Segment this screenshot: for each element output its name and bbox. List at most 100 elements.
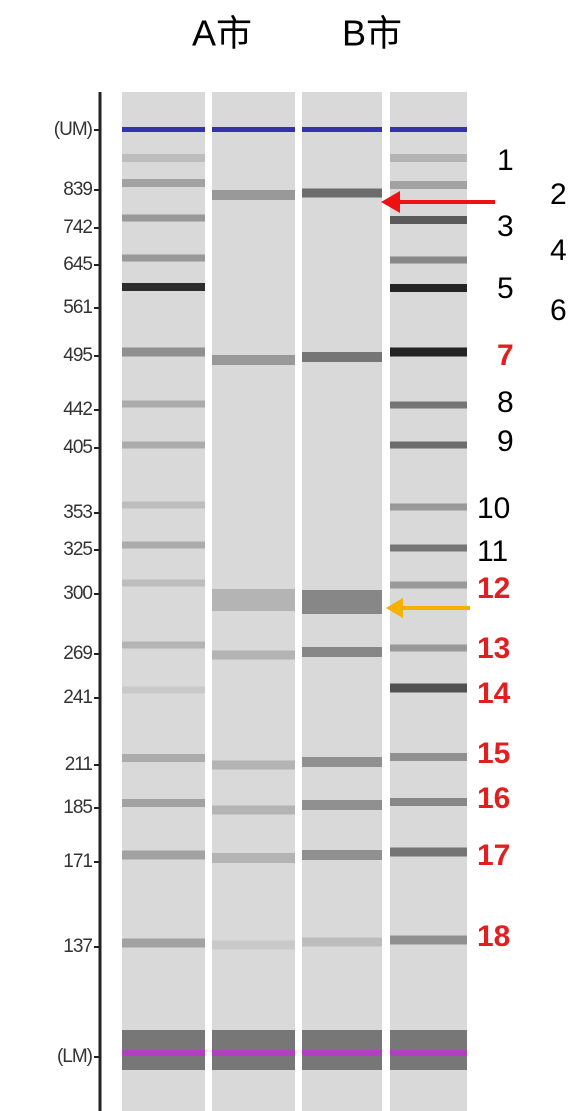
band	[122, 400, 205, 408]
band	[122, 179, 205, 187]
band-number: 6	[550, 294, 567, 327]
red-arrow	[381, 191, 495, 213]
tick-label: 171	[63, 851, 92, 872]
gel-lanes	[122, 92, 467, 1111]
tick-label: 839	[63, 179, 92, 200]
band-number: 8	[497, 386, 514, 419]
tick-label: 137	[63, 936, 92, 957]
tick-label: 405	[63, 437, 92, 458]
band	[302, 590, 382, 614]
upper-marker	[302, 127, 382, 132]
band-number: 12	[477, 572, 510, 605]
band-number: 16	[477, 782, 510, 815]
tick-label: 561	[63, 297, 92, 318]
band	[212, 940, 295, 950]
axis-ticks: (UM) 839 742 645 561 495 442 405 353 325 300 269 241…	[54, 119, 100, 1067]
band	[390, 284, 467, 292]
band	[122, 154, 205, 162]
band	[122, 641, 205, 649]
band-number: 3	[497, 210, 514, 243]
band	[390, 503, 467, 511]
tick-label: 185	[63, 797, 92, 818]
band	[212, 805, 295, 815]
band-number: 13	[477, 632, 510, 665]
band	[122, 441, 205, 449]
band	[302, 800, 382, 810]
band-number: 4	[550, 234, 567, 267]
band	[122, 214, 205, 222]
band	[212, 355, 295, 365]
band	[390, 798, 467, 806]
band	[122, 283, 205, 291]
tick-label: 211	[65, 754, 93, 775]
lower-marker	[122, 1050, 205, 1056]
band	[390, 181, 467, 189]
band	[122, 799, 205, 807]
band	[302, 850, 382, 860]
band-number: 2	[550, 178, 567, 211]
band	[390, 644, 467, 652]
band	[390, 256, 467, 264]
band	[212, 760, 295, 770]
band	[302, 757, 382, 767]
lane	[122, 92, 205, 1111]
tick-label: 241	[63, 687, 92, 708]
band	[390, 154, 467, 162]
band	[390, 683, 467, 693]
lower-marker	[212, 1050, 295, 1056]
band	[390, 544, 467, 552]
band	[122, 938, 205, 948]
band	[122, 850, 205, 860]
upper-marker	[212, 127, 295, 132]
tick-label: 495	[63, 345, 92, 366]
tick-label: 645	[63, 254, 92, 275]
band	[302, 647, 382, 657]
band-number: 14	[477, 677, 511, 710]
upper-marker	[390, 127, 467, 132]
lane-title: B市	[342, 13, 402, 54]
band-number: 1	[497, 144, 514, 177]
band	[212, 190, 295, 200]
band	[122, 541, 205, 549]
lower-marker	[390, 1050, 467, 1056]
upper-marker	[122, 127, 205, 132]
tick-label: 442	[63, 399, 92, 420]
tick-label: 269	[63, 643, 92, 664]
tick-label: 300	[63, 583, 92, 604]
band	[122, 254, 205, 262]
tick-label: 325	[63, 539, 92, 560]
band	[212, 650, 295, 660]
band	[390, 401, 467, 409]
band	[122, 754, 205, 762]
band	[390, 581, 467, 589]
band	[390, 347, 467, 357]
band	[122, 579, 205, 587]
lower-marker	[302, 1050, 382, 1056]
band-number: 17	[477, 839, 510, 872]
band-number: 7	[497, 339, 514, 372]
tick-label: 742	[63, 217, 92, 238]
band	[212, 589, 295, 611]
band-number: 10	[477, 492, 510, 525]
band	[390, 935, 467, 945]
band-number: 9	[497, 425, 514, 458]
band	[390, 441, 467, 449]
band	[122, 501, 205, 509]
band	[122, 686, 205, 694]
band	[390, 847, 467, 857]
band-number: 15	[477, 737, 510, 770]
band	[302, 352, 382, 362]
band	[212, 853, 295, 863]
orange-arrow	[386, 598, 470, 618]
tick-label: (UM)	[54, 119, 93, 140]
band-number: 18	[477, 920, 510, 953]
band	[122, 347, 205, 357]
lane-title: A市	[192, 13, 252, 54]
tick-label: 353	[63, 502, 92, 523]
band	[390, 753, 467, 761]
band	[302, 937, 382, 947]
band-number: 5	[497, 272, 514, 305]
band	[390, 216, 467, 224]
